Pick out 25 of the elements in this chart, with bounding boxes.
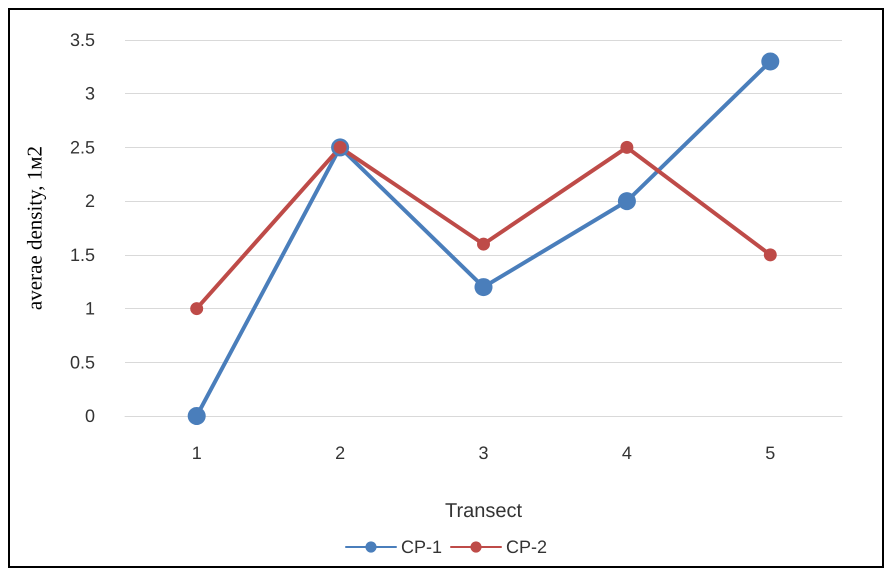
y-tick-label: 1	[84, 298, 95, 319]
y-tick-label: 3	[84, 84, 95, 104]
y-tick-label: 1.5	[70, 244, 95, 265]
y-tick-label: 0	[84, 406, 95, 426]
point	[761, 52, 780, 70]
point	[477, 238, 490, 251]
y-axis-title: averae density, 1м2	[22, 146, 46, 310]
y-tick-label: 2	[84, 191, 95, 212]
x-tick-label: 5	[765, 443, 776, 463]
y-tick-label: 0.5	[70, 352, 95, 372]
x-tick-label: 3	[478, 443, 489, 463]
point	[618, 192, 636, 210]
y-tick-label: 3.5	[70, 30, 95, 50]
point	[188, 407, 206, 425]
x-tick-label: 2	[335, 443, 346, 463]
x-tick-label: 4	[622, 443, 632, 463]
y-tick-label: 2.5	[70, 137, 95, 158]
point	[764, 248, 777, 262]
point	[190, 302, 204, 316]
point	[620, 140, 634, 154]
legend-label: CP-1	[400, 537, 442, 557]
point	[474, 278, 492, 296]
x-axis-title: Transect	[444, 500, 522, 522]
legend-label: CP-2	[506, 537, 548, 557]
x-tick-label: 1	[192, 443, 202, 463]
